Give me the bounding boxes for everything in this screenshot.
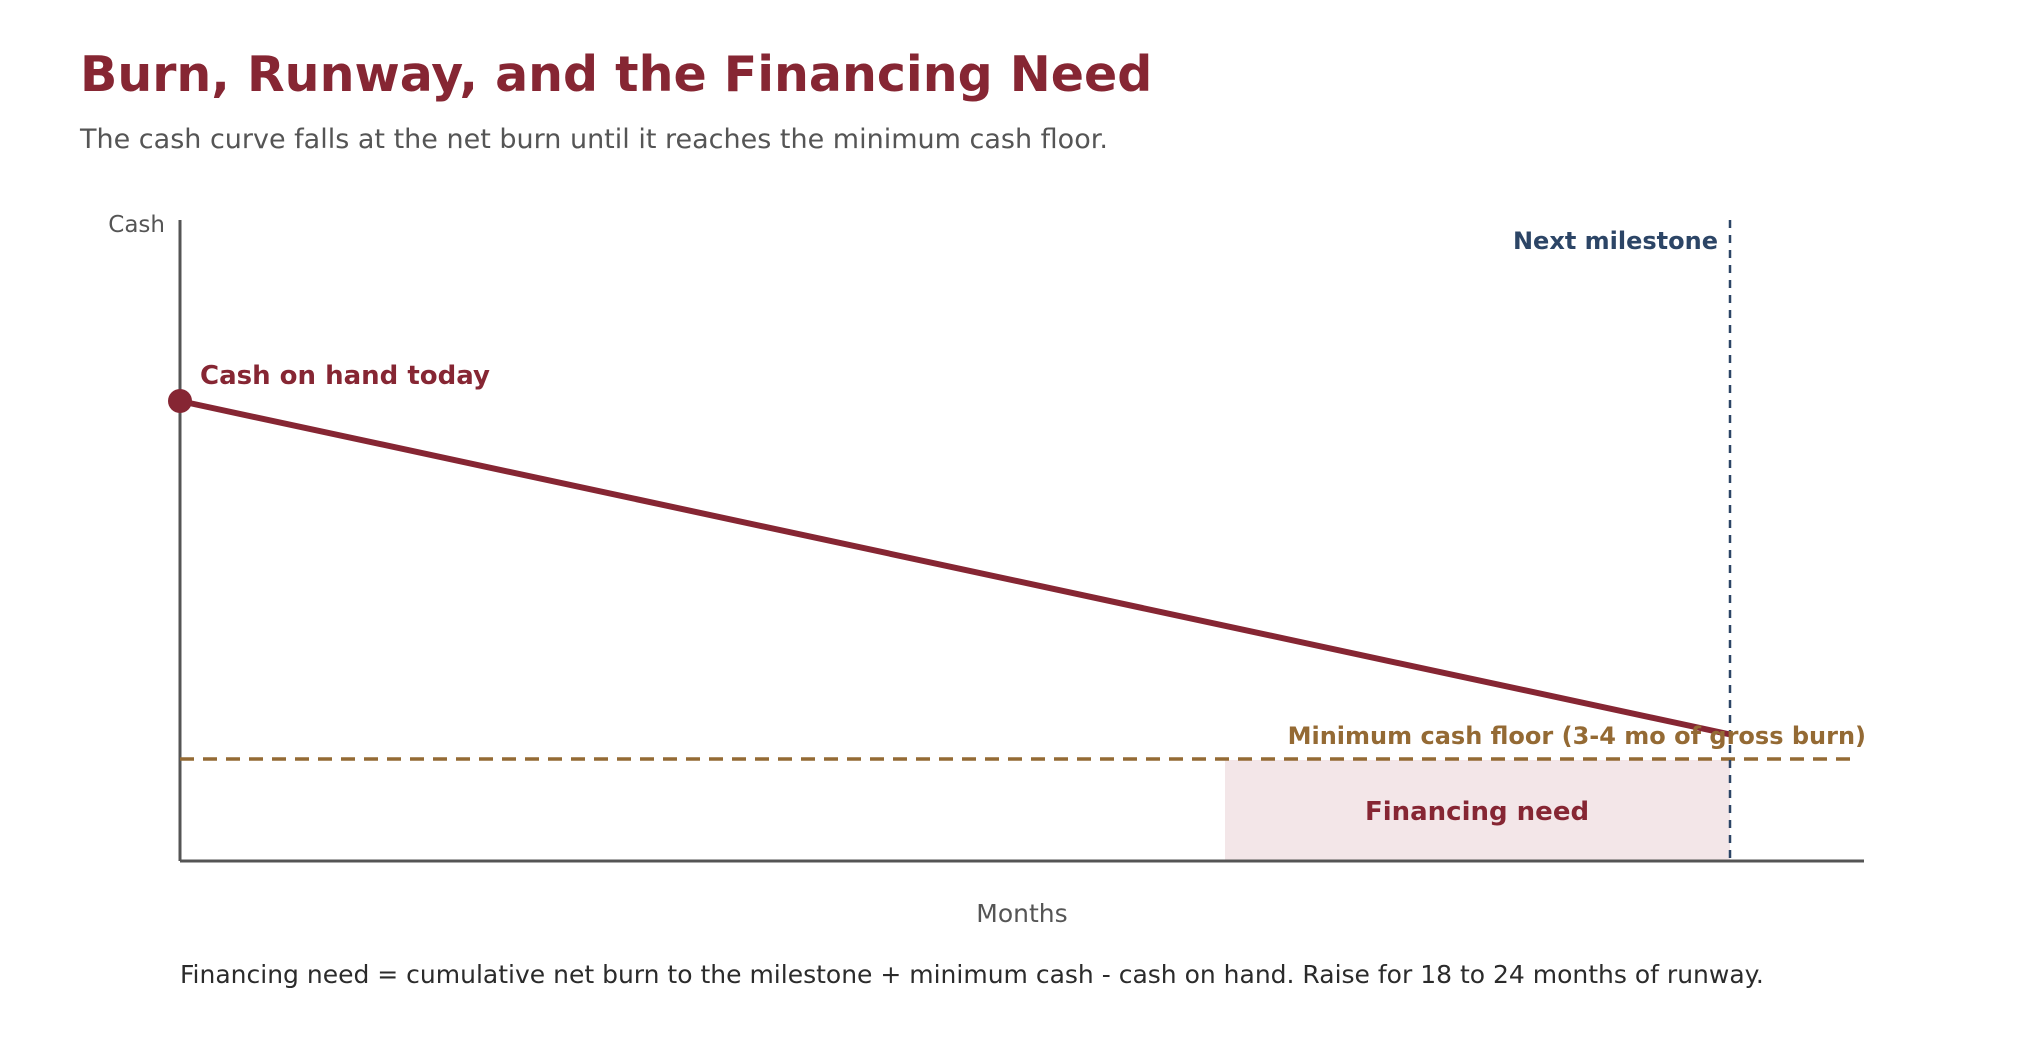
x-axis-label: Months (976, 899, 1067, 928)
y-axis-label: Cash (108, 212, 165, 238)
milestone-label: Next milestone (1513, 227, 1718, 255)
financing-need-label: Financing need (1365, 797, 1589, 827)
min-cash-floor-label: Minimum cash floor (3-4 mo of gross burn… (1288, 722, 1866, 750)
footnote: Financing need = cumulative net burn to … (180, 960, 1764, 989)
cash-today-label: Cash on hand today (200, 361, 490, 391)
financing-need-area (1225, 760, 1730, 861)
cash-today-point (168, 389, 192, 413)
page-title: Burn, Runway, and the Financing Need (80, 46, 1153, 103)
cash-curve (177, 398, 1731, 737)
page-subtitle: The cash curve falls at the net burn unt… (80, 124, 1108, 155)
